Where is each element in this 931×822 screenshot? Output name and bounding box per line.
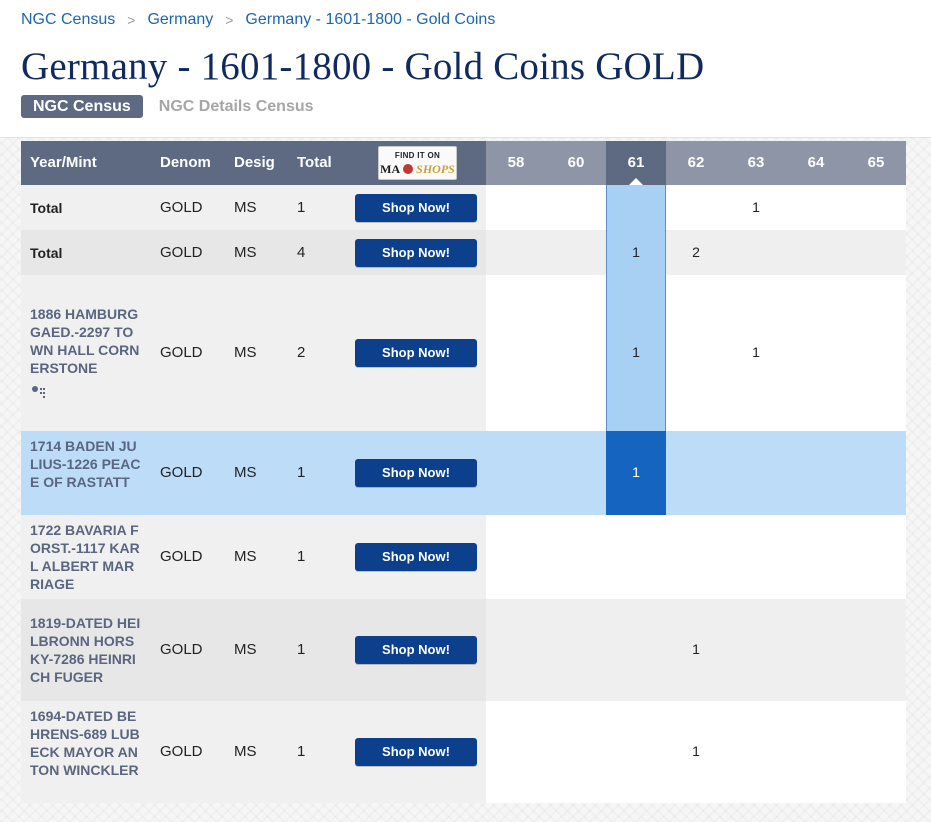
cell-denom: GOLD xyxy=(160,244,203,261)
table-row[interactable]: 1886 HAMBURG GAED.-2297 TOWN HALL CORNER… xyxy=(21,275,906,431)
grade-count-61[interactable]: 1 xyxy=(632,244,640,260)
row-total-label: Total xyxy=(30,245,63,261)
ma-shops-logo-line1: FIND IT ON xyxy=(394,151,441,160)
row-grades xyxy=(486,275,906,431)
cell-desig: MS xyxy=(234,743,257,760)
header-grade-65[interactable]: 65 xyxy=(867,154,885,171)
header-grade-62[interactable]: 62 xyxy=(687,154,705,171)
shop-now-button[interactable]: Shop Now! xyxy=(355,339,477,367)
header-grade-64[interactable]: 64 xyxy=(807,154,825,171)
header-grade-63[interactable]: 63 xyxy=(747,154,765,171)
row-grades xyxy=(486,185,906,230)
variety-tree-icon[interactable] xyxy=(31,385,49,399)
grade-count-62[interactable]: 1 xyxy=(692,743,700,759)
header-total[interactable]: Total xyxy=(297,154,332,171)
grade-count-61[interactable]: 1 xyxy=(632,464,640,480)
shop-now-button[interactable]: Shop Now! xyxy=(355,738,477,766)
shop-now-button[interactable]: Shop Now! xyxy=(355,636,477,664)
breadcrumb-gold-coins[interactable]: Germany - 1601-1800 - Gold Coins xyxy=(245,11,496,28)
tab-ngc-census[interactable]: NGC Census xyxy=(21,95,143,118)
cell-desig: MS xyxy=(234,464,257,481)
census-table: Year/Mint Denom Desig Total FIND IT ON M… xyxy=(21,141,906,803)
cell-desig: MS xyxy=(234,344,257,361)
grade-count-61[interactable]: 1 xyxy=(632,344,640,360)
header-year-mint[interactable]: Year/Mint xyxy=(30,154,97,171)
header-denom[interactable]: Denom xyxy=(160,154,211,171)
cell-total: 1 xyxy=(297,464,306,481)
grade-count-63[interactable]: 1 xyxy=(752,199,760,215)
shop-now-button[interactable]: Shop Now! xyxy=(355,239,477,267)
cell-denom: GOLD xyxy=(160,344,203,361)
breadcrumb-separator: > xyxy=(225,12,234,28)
coin-name-link[interactable]: 1886 HAMBURG GAED.-2297 TOWN HALL CORNER… xyxy=(30,306,140,376)
row-grades xyxy=(486,701,906,803)
grade-count-63[interactable]: 1 xyxy=(752,344,760,360)
selected-grade-cell-highlight xyxy=(606,431,666,515)
row-grades xyxy=(486,431,906,515)
cell-total: 1 xyxy=(297,199,306,216)
header-desig[interactable]: Desig xyxy=(234,154,275,171)
table-header: Year/Mint Denom Desig Total FIND IT ON M… xyxy=(21,141,906,185)
ma-shops-logo[interactable]: FIND IT ON MA SHOPS xyxy=(378,146,457,180)
cell-desig: MS xyxy=(234,641,257,658)
cell-denom: GOLD xyxy=(160,641,203,658)
row-grades xyxy=(486,599,906,701)
header-grade-60[interactable]: 60 xyxy=(567,154,585,171)
selected-grade-caret-icon xyxy=(629,178,643,185)
coin-name-link[interactable]: 1694-DATED BEHRENS-689 LUBECK MAYOR ANTO… xyxy=(30,708,140,778)
table-row[interactable]: 1819-DATED HEILBRONN HORSKY-7286 HEINRIC… xyxy=(21,599,906,701)
table-row[interactable]: 1722 BAVARIA FORST.-1117 KARL ALBERT MAR… xyxy=(21,515,906,599)
cell-total: 1 xyxy=(297,641,306,658)
shop-now-button[interactable]: Shop Now! xyxy=(355,543,477,571)
page-title: Germany - 1601-1800 - Gold Coins GOLD xyxy=(21,45,705,88)
ma-shops-logo-line2: MA SHOPS xyxy=(379,161,456,177)
ma-shops-logo-dot-icon xyxy=(403,164,414,174)
grade-count-62[interactable]: 1 xyxy=(692,641,700,657)
cell-denom: GOLD xyxy=(160,464,203,481)
breadcrumb: NGC Census > Germany > Germany - 1601-18… xyxy=(21,10,495,30)
ma-shops-logo-ma: MA xyxy=(380,162,401,176)
cell-total: 1 xyxy=(297,743,306,760)
table-row[interactable]: Total GOLD MS 4 Shop Now! xyxy=(21,230,906,275)
coin-name-link[interactable]: 1722 BAVARIA FORST.-1117 KARL ALBERT MAR… xyxy=(30,522,140,592)
row-grades xyxy=(486,230,906,275)
row-grades xyxy=(486,515,906,599)
cell-desig: MS xyxy=(234,199,257,216)
cell-total: 1 xyxy=(297,548,306,565)
cell-desig: MS xyxy=(234,244,257,261)
breadcrumb-ngc-census[interactable]: NGC Census xyxy=(21,11,116,28)
cell-denom: GOLD xyxy=(160,199,203,216)
shop-now-button[interactable]: Shop Now! xyxy=(355,194,477,222)
grade-count-62[interactable]: 2 xyxy=(692,244,700,260)
table-row[interactable]: 1714 BADEN JULIUS-1226 PEACE OF RASTATT G… xyxy=(21,431,906,515)
census-tabs: NGC Census NGC Details Census xyxy=(21,95,314,118)
cell-total: 2 xyxy=(297,344,306,361)
header-grade-58[interactable]: 58 xyxy=(507,154,525,171)
breadcrumb-separator: > xyxy=(127,12,136,28)
grade-header-band xyxy=(486,141,906,185)
shop-now-button[interactable]: Shop Now! xyxy=(355,459,477,487)
coin-name-link[interactable]: 1714 BADEN JULIUS-1226 PEACE OF RASTATT xyxy=(30,438,141,490)
breadcrumb-germany[interactable]: Germany xyxy=(147,11,214,28)
ma-shops-logo-shops: SHOPS xyxy=(416,162,455,176)
table-row[interactable]: Total GOLD MS 1 Shop Now! xyxy=(21,185,906,230)
page-header: NGC Census > Germany > Germany - 1601-18… xyxy=(0,0,931,138)
cell-denom: GOLD xyxy=(160,743,203,760)
tab-ngc-details-census[interactable]: NGC Details Census xyxy=(158,98,314,115)
coin-name-link[interactable]: 1819-DATED HEILBRONN HORSKY-7286 HEINRIC… xyxy=(30,615,141,685)
table-row[interactable]: 1694-DATED BEHRENS-689 LUBECK MAYOR ANTO… xyxy=(21,701,906,803)
header-grade-61[interactable]: 61 xyxy=(606,141,666,185)
row-total-label: Total xyxy=(30,200,63,216)
cell-total: 4 xyxy=(297,244,306,261)
cell-denom: GOLD xyxy=(160,548,203,565)
cell-desig: MS xyxy=(234,548,257,565)
